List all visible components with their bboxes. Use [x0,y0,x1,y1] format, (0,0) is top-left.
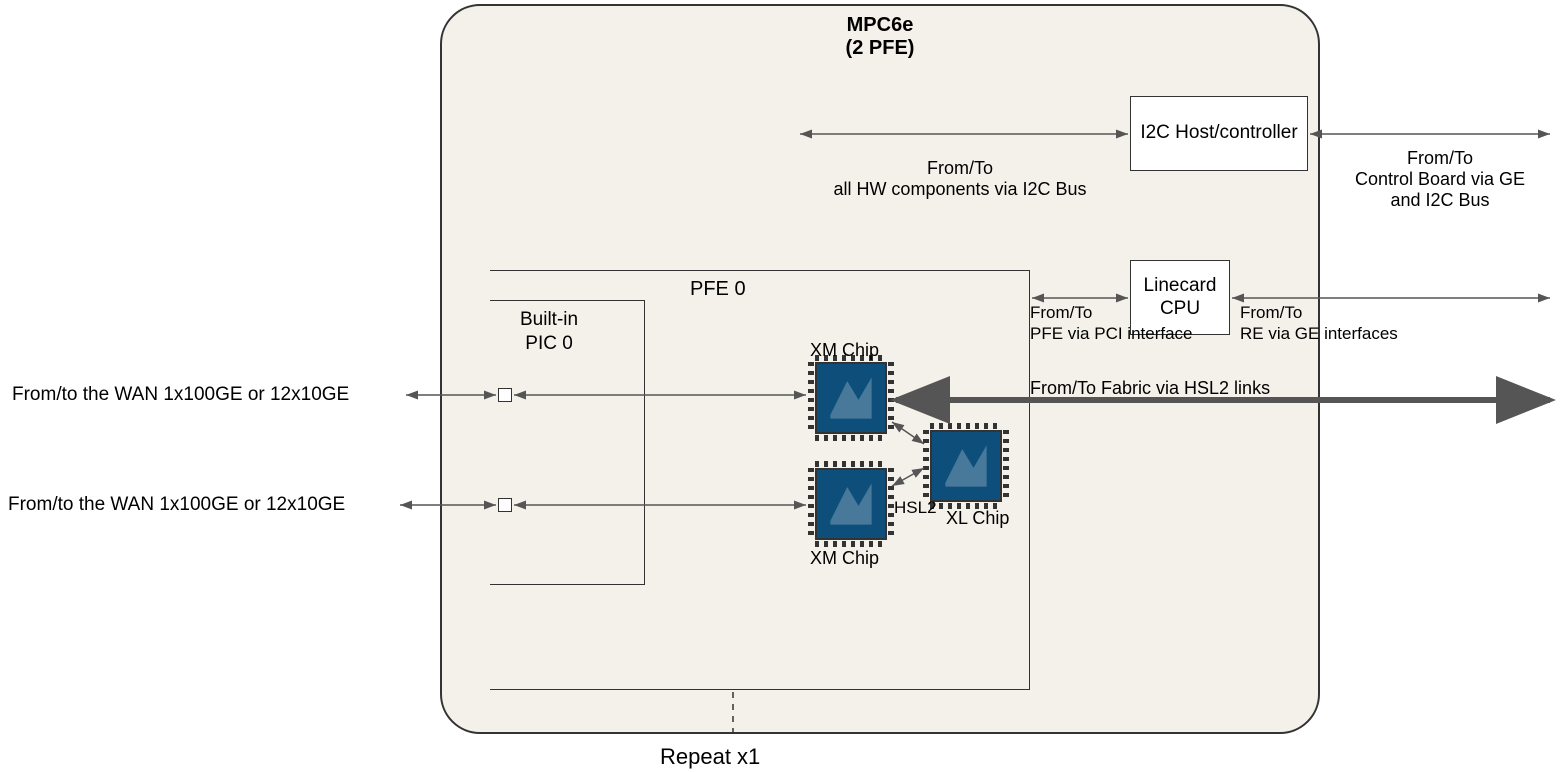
pic-port-2 [498,498,512,512]
xm2-pins-l [808,468,814,540]
i2c-right-label: From/To Control Board via GE and I2C Bus [1330,148,1550,211]
title-line2: (2 PFE) [846,37,915,59]
hsl2-label: HSL2 [894,498,937,518]
i2c-box: I2C Host/controller [1130,96,1308,171]
pfe-label: PFE 0 [690,278,746,301]
xl-pins-top [930,423,1002,429]
xl-pins-r [1003,430,1009,502]
xl-label: XL Chip [946,508,1009,529]
i2c-label: I2C Host/controller [1140,122,1297,145]
xm1-label: XM Chip [810,340,879,361]
xm-chip-1 [815,362,887,434]
wan-label-2: From/to the WAN 1x100GE or 12x10GE [8,494,345,516]
diagram-title: MPC6e (2 PFE) [800,14,960,60]
title-line1: MPC6e [847,14,914,36]
xm2-label: XM Chip [810,548,879,569]
cpu-left-label: From/To PFE via PCI interface [1030,302,1230,345]
xl-pins-l [923,430,929,502]
pic-label: Built-in PIC 0 [520,308,578,356]
xl-chip [930,430,1002,502]
cpu-right-label: From/To RE via GE interfaces [1240,302,1480,345]
repeat-label: Repeat x1 [660,744,760,770]
xm1-pins-bot [815,435,887,441]
i2c-left-label: From/To all HW components via I2C Bus [800,158,1120,200]
fabric-label: From/To Fabric via HSL2 links [1030,378,1270,399]
xm1-pins-l [808,362,814,434]
xm2-pins-top [815,461,887,467]
xm-chip-2 [815,468,887,540]
xm2-pins-bot [815,541,887,547]
xm1-pins-r [888,362,894,434]
pic-port-1 [498,388,512,402]
wan-label-1: From/to the WAN 1x100GE or 12x10GE [12,384,349,406]
